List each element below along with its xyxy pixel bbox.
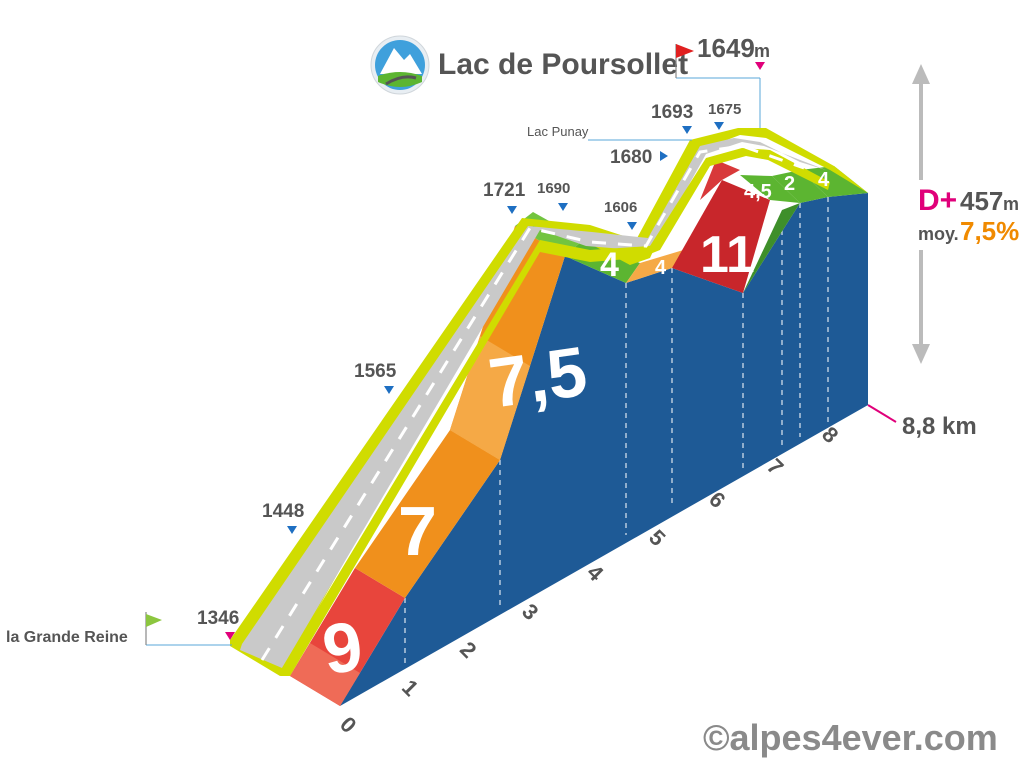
gradient-bands bbox=[290, 160, 868, 706]
elev-label-1346: 1346 bbox=[197, 608, 239, 629]
avg-value: 7,5% bbox=[960, 216, 1019, 246]
elev-pointer-1606 bbox=[627, 222, 637, 230]
grade-band-5 bbox=[626, 248, 690, 283]
elev-pointer-1690 bbox=[558, 203, 568, 211]
summit-unit: m bbox=[754, 41, 770, 61]
elev-label-1565: 1565 bbox=[354, 361, 397, 382]
grade-label-8: 2 bbox=[784, 173, 795, 195]
km-tick-0: 0 bbox=[335, 712, 361, 738]
grade-band-8 bbox=[772, 170, 828, 203]
title-block: Lac de Poursollet 1649 m bbox=[370, 33, 770, 95]
grade-label-2: 7 bbox=[398, 492, 437, 570]
elev-pointer-1680 bbox=[660, 151, 668, 161]
grade-label-7: 4,5 bbox=[744, 181, 772, 203]
elev-label-1606: 1606 bbox=[604, 199, 637, 216]
summit-elevation: 1649 bbox=[697, 33, 755, 63]
avg-label: moy. bbox=[918, 224, 959, 244]
road-surface bbox=[240, 138, 826, 668]
elev-label-1693: 1693 bbox=[651, 102, 693, 123]
km-tick-2: 2 bbox=[455, 637, 481, 663]
road-centerline bbox=[260, 144, 805, 661]
dplus-unit: m bbox=[1003, 194, 1019, 214]
elev-label-1680: 1680 bbox=[610, 147, 652, 168]
distance-leader bbox=[867, 404, 897, 423]
km-tick-1: 1 bbox=[397, 675, 423, 701]
dplus-label: D+ bbox=[918, 184, 957, 217]
grade-label-3: 7,5 bbox=[484, 332, 591, 423]
green-start-flag-icon bbox=[146, 614, 162, 627]
grade-band-1-shade bbox=[290, 643, 360, 706]
elev-label-1448: 1448 bbox=[262, 501, 304, 522]
red-summit-flag-icon bbox=[676, 44, 694, 58]
distance-label: 8,8 km bbox=[902, 413, 977, 440]
grade-band-3-light bbox=[450, 336, 530, 460]
grade-band-2 bbox=[355, 430, 500, 598]
grade-label-6: 11 bbox=[700, 226, 755, 284]
grade-band-6 bbox=[672, 180, 770, 293]
profile-wall bbox=[340, 193, 868, 706]
elev-pointer-1448 bbox=[287, 526, 297, 534]
elev-label-1721: 1721 bbox=[483, 180, 526, 201]
grade-band-9 bbox=[800, 166, 868, 197]
road bbox=[230, 128, 868, 676]
elev-pointer-1693 bbox=[682, 126, 692, 134]
page-title: Lac de Poursollet bbox=[438, 48, 688, 81]
start-marker: la Grande Reine bbox=[6, 612, 162, 646]
road-edge-inner bbox=[280, 148, 830, 676]
elev-pointer-1565 bbox=[384, 386, 394, 394]
elev-label-1690: 1690 bbox=[537, 180, 570, 197]
elev-pointer-1675 bbox=[714, 122, 724, 130]
start-name: la Grande Reine bbox=[6, 629, 128, 646]
dplus-value: 457 bbox=[960, 186, 1003, 216]
elev-pointer-1721 bbox=[507, 206, 517, 214]
elev-label-1675: 1675 bbox=[708, 101, 741, 118]
distance-block: 8,8 km bbox=[867, 404, 977, 440]
summit-pointer bbox=[755, 62, 765, 70]
mountain-road-logo-icon bbox=[370, 35, 430, 95]
stats-block: D+ 457 m moy. 7,5% bbox=[912, 64, 1020, 364]
grade-band-6-top bbox=[700, 160, 740, 200]
elev-pointer-1346 bbox=[225, 632, 235, 640]
grade-label-4: 4 bbox=[600, 246, 619, 284]
grade-label-5: 4 bbox=[655, 257, 667, 279]
km-guides bbox=[404, 197, 829, 668]
stats-backdrop bbox=[912, 180, 1020, 250]
elevation-markers: 1346 1448 1565 1721 1690 1606 1680 1693 … bbox=[146, 62, 765, 646]
grade-band-7b bbox=[740, 175, 800, 203]
poi-label: Lac Punay bbox=[527, 124, 589, 139]
grade-label-9: 4 bbox=[818, 169, 830, 191]
grade-band-7 bbox=[743, 203, 800, 293]
copyright: ©alpes4ever.com bbox=[703, 717, 998, 758]
